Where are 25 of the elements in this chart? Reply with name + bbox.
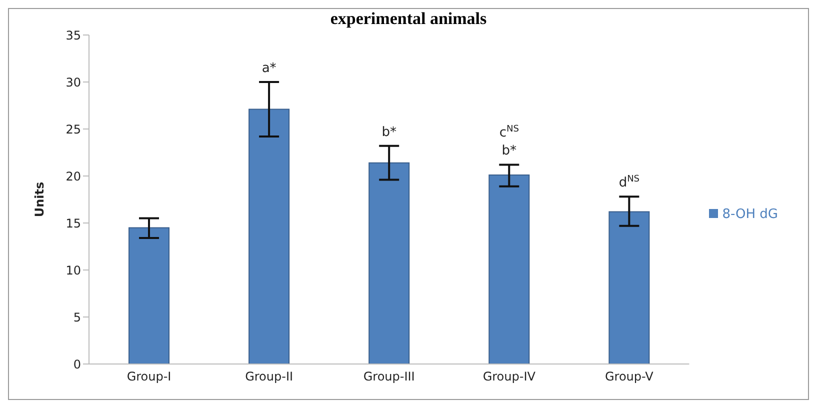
data-label: a* xyxy=(262,61,277,76)
y-tick-label: 15 xyxy=(66,216,81,230)
bar xyxy=(488,174,530,364)
x-tick-label: Group-IV xyxy=(482,370,536,384)
y-tick-label: 20 xyxy=(66,169,81,184)
y-tick-label: 35 xyxy=(66,28,81,42)
y-tick-label: 30 xyxy=(66,75,81,90)
data-label: c$^{NS}$ b* xyxy=(499,124,520,159)
bar xyxy=(248,108,290,364)
bar xyxy=(368,162,410,364)
y-axis-title: Units xyxy=(32,182,46,218)
y-tick-label: 5 xyxy=(73,310,81,324)
y-tick-label: 0 xyxy=(73,357,81,372)
x-tick-label: Group-V xyxy=(604,370,654,384)
chart-title: experimental animals xyxy=(329,9,488,29)
data-label: d$^{NS}$ xyxy=(618,174,640,191)
x-tick-label: Group-III xyxy=(363,370,415,384)
y-tick-label: 10 xyxy=(66,263,81,278)
x-tick-label: Group-II xyxy=(245,370,294,384)
data-label: b* xyxy=(382,124,397,140)
y-tick-label: 25 xyxy=(66,122,81,136)
bar xyxy=(608,211,650,364)
x-tick-label: Group-I xyxy=(126,370,172,384)
legend-label: 8-OH dG xyxy=(722,206,778,222)
bar xyxy=(128,227,170,364)
